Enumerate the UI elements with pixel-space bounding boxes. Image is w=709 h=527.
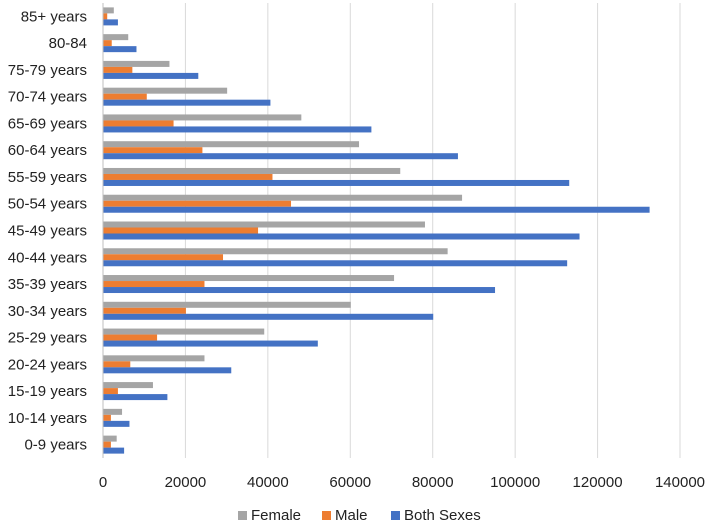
bar-both-sexes [103, 287, 496, 294]
bar-both-sexes [103, 340, 318, 347]
bar-male [103, 173, 273, 180]
bar-female [103, 328, 265, 335]
bar-female [103, 248, 448, 255]
y-tick-label: 60-64 years [8, 142, 87, 159]
bar-female [103, 114, 302, 121]
bar-female [103, 7, 114, 14]
bar-female [103, 34, 129, 41]
y-tick-label: 10-14 years [8, 410, 87, 427]
legend-swatch-male [322, 511, 331, 520]
y-tick-label: 35-39 years [8, 276, 87, 293]
y-tick-label: 25-29 years [8, 330, 87, 347]
bar-both-sexes [103, 99, 271, 106]
legend-label-both-sexes: Both Sexes [404, 507, 481, 524]
bar-male [103, 334, 158, 341]
legend-label-female: Female [251, 507, 301, 524]
bar-both-sexes [103, 126, 372, 133]
bar-both-sexes [103, 233, 580, 240]
y-tick-label: 0-9 years [24, 437, 87, 454]
bar-female [103, 275, 395, 282]
y-tick-label: 75-79 years [8, 62, 87, 79]
bar-male [103, 120, 174, 127]
x-tick-label: 100000 [490, 474, 540, 491]
bar-both-sexes [103, 206, 650, 213]
bar-both-sexes [103, 72, 199, 79]
y-tick-label: 65-69 years [8, 115, 87, 132]
bar-both-sexes [103, 394, 168, 401]
bar-female [103, 408, 123, 415]
bar-male [103, 414, 111, 421]
bar-both-sexes [103, 313, 434, 320]
bar-male [103, 200, 292, 207]
x-tick-label: 80000 [412, 474, 454, 491]
y-tick-label: 80-84 [49, 35, 87, 52]
legend-label-male: Male [335, 507, 368, 524]
y-tick-label: 20-24 years [8, 356, 87, 373]
bar-female [103, 60, 170, 67]
bar-female [103, 167, 401, 174]
bar-both-sexes [103, 447, 125, 454]
bar-female [103, 382, 153, 389]
legend-swatch-both-sexes [391, 511, 400, 520]
bar-both-sexes [103, 153, 458, 160]
y-tick-label: 30-34 years [8, 303, 87, 320]
gridlines [184, 3, 681, 458]
legend-swatch-female [238, 511, 247, 520]
bar-female [103, 194, 463, 201]
x-tick-label: 40000 [247, 474, 289, 491]
bar-female [103, 355, 205, 362]
y-tick-label: 50-54 years [8, 196, 87, 213]
bar-female [103, 87, 228, 94]
y-tick-label: 45-49 years [8, 223, 87, 240]
bar-male [103, 441, 111, 448]
bar-both-sexes [103, 367, 232, 374]
y-tick-label: 55-59 years [8, 169, 87, 186]
bar-female [103, 221, 425, 228]
bar-male [103, 13, 108, 20]
bar-male [103, 93, 147, 100]
bar-male [103, 40, 112, 47]
bar-both-sexes [103, 179, 570, 186]
legend: Female Male Both Sexes [238, 507, 481, 524]
bar-both-sexes [103, 420, 130, 427]
bar-male [103, 254, 224, 261]
bar-both-sexes [103, 260, 568, 267]
bar-male [103, 227, 259, 234]
bar-both-sexes [103, 19, 118, 26]
bar-male [103, 66, 133, 73]
bar-male [103, 361, 131, 368]
bar-female [103, 435, 117, 442]
bars [103, 7, 650, 454]
y-tick-label: 70-74 years [8, 89, 87, 106]
x-tick-label: 60000 [329, 474, 371, 491]
bar-female [103, 141, 360, 148]
y-tick-label: 15-19 years [8, 383, 87, 400]
axes: 0 20000 40000 60000 80000 100000 120000 140000 8… [8, 3, 705, 491]
x-tick-label: 120000 [573, 474, 623, 491]
y-tick-label: 85+ years [21, 8, 87, 25]
bar-male [103, 147, 203, 154]
bar-male [103, 388, 118, 395]
bar-both-sexes [103, 46, 137, 53]
x-tick-label: 20000 [165, 474, 207, 491]
bar-male [103, 281, 205, 288]
x-tick-label: 0 [99, 474, 107, 491]
bar-male [103, 307, 186, 314]
bar-female [103, 301, 351, 308]
y-tick-label: 40-44 years [8, 249, 87, 266]
x-tick-label: 140000 [655, 474, 705, 491]
